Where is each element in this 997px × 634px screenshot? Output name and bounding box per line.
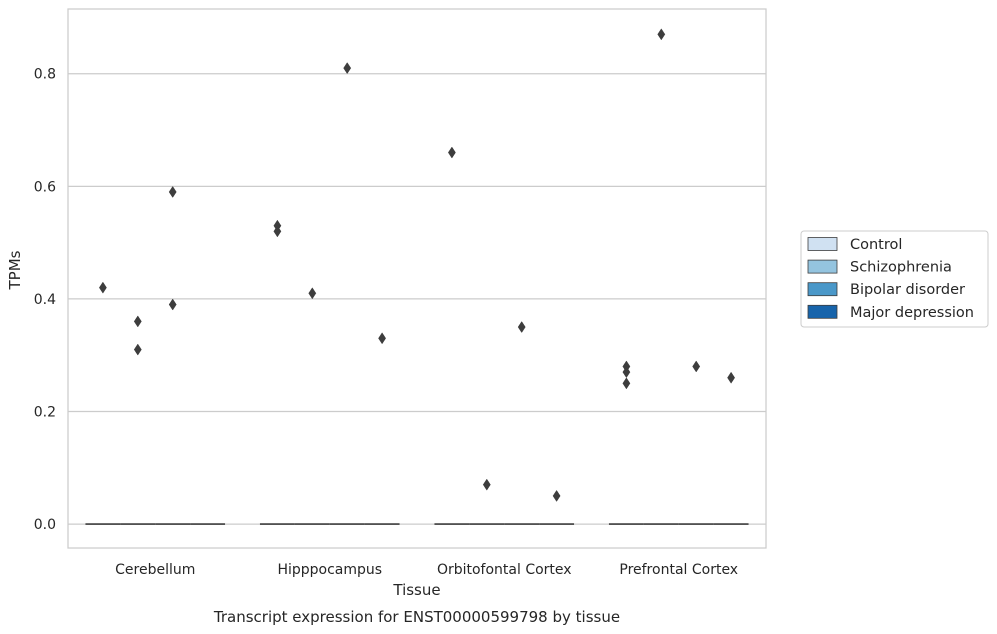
outlier-point xyxy=(657,28,666,41)
legend-label: Bipolar disorder xyxy=(850,282,965,298)
x-axis-label: Tissue xyxy=(392,581,440,599)
chart-caption: Transcript expression for ENST0000059979… xyxy=(213,608,620,626)
legend: Control Schizophrenia Bipolar disorder Majo… xyxy=(800,230,989,328)
outlier-point xyxy=(378,332,386,345)
y-tick-label: 0.6 xyxy=(34,179,56,195)
x-tick-label: Orbitofontal Cortex xyxy=(437,562,572,578)
outlier-points xyxy=(99,28,735,502)
outlier-point xyxy=(692,360,701,373)
x-tick-labels: Cerebellum Hipppocampus Orbitofontal Corte… xyxy=(115,562,738,578)
y-tick-labels: 0.0 0.2 0.4 0.6 0.8 xyxy=(34,67,56,533)
legend-swatch xyxy=(807,237,838,251)
x-tick-label: Cerebellum xyxy=(115,562,195,578)
outlier-point xyxy=(168,298,177,311)
outlier-point xyxy=(168,185,177,198)
outlier-point xyxy=(622,377,631,390)
plot-area-frame xyxy=(67,8,767,549)
legend-frame xyxy=(800,230,989,328)
outlier-point xyxy=(273,225,282,238)
legend-swatch xyxy=(807,259,838,274)
outlier-point xyxy=(133,343,142,356)
y-tick-label: 0.4 xyxy=(34,292,56,308)
legend-swatch xyxy=(807,304,838,319)
outlier-point xyxy=(517,321,526,334)
legend-label: Major depression xyxy=(850,305,974,321)
outlier-point xyxy=(727,371,735,384)
outlier-point xyxy=(308,287,317,300)
outlier-point xyxy=(552,489,561,502)
x-tick-label: Hipppocampus xyxy=(277,562,382,578)
y-axis-label: TPMs xyxy=(6,250,24,290)
outlier-point xyxy=(482,478,491,491)
outlier-point xyxy=(448,146,456,159)
x-tick-label: Prefrontal Cortex xyxy=(619,562,738,578)
legend-label: Control xyxy=(850,237,902,253)
y-tick-label: 0.0 xyxy=(34,517,56,533)
legend-label: Schizophrenia xyxy=(850,260,952,276)
outlier-point xyxy=(343,62,352,75)
y-tick-label: 0.2 xyxy=(34,404,56,420)
y-tick-label: 0.8 xyxy=(34,67,56,83)
legend-swatch xyxy=(807,282,838,297)
outlier-point xyxy=(133,315,142,328)
outlier-point xyxy=(99,281,107,294)
